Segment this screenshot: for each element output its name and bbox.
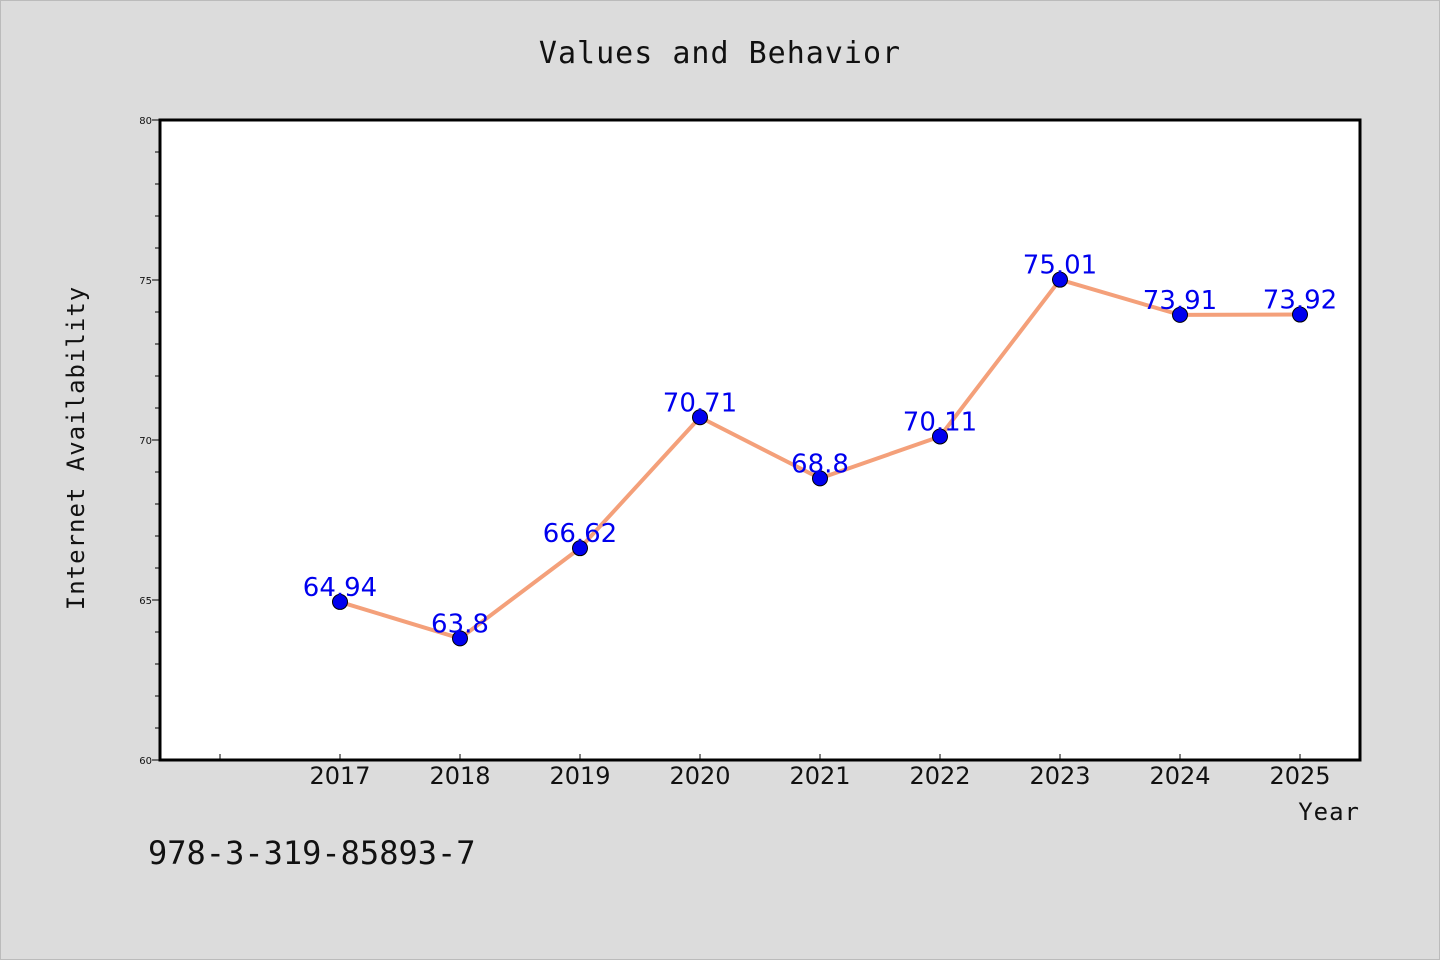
x-tick-label: 2025 bbox=[1269, 762, 1330, 790]
data-point-marker bbox=[452, 630, 468, 647]
x-axis: 2017 2018 2019 2020 2021 2022 2023 2024 2025 bbox=[219, 754, 1331, 790]
data-label: 73.91 bbox=[1143, 286, 1217, 316]
data-label: 70.11 bbox=[903, 407, 977, 437]
y-tick-label: 65 bbox=[139, 596, 152, 607]
x-tick-label: 2024 bbox=[1149, 762, 1210, 790]
y-axis: 60 65 70 75 80 bbox=[139, 116, 160, 767]
isbn-code: 978-3-319-85893-7 bbox=[148, 834, 476, 872]
data-label: 68.8 bbox=[791, 449, 849, 479]
x-tick-label: 2022 bbox=[909, 762, 970, 790]
data-point-marker bbox=[1292, 306, 1308, 323]
x-tick-label: 2021 bbox=[789, 762, 850, 790]
data-point-marker bbox=[1172, 306, 1188, 323]
x-tick-label: 2023 bbox=[1029, 762, 1090, 790]
x-tick-label: 2018 bbox=[429, 762, 490, 790]
series-line-group: 64.94 63.8 66.62 70.71 68.8 70.11 75.01 73.91 73… bbox=[303, 251, 1337, 647]
plot-area bbox=[158, 118, 1362, 762]
x-axis-label: Year bbox=[1298, 798, 1360, 826]
x-tick-label: 2019 bbox=[549, 762, 610, 790]
data-label: 73.92 bbox=[1263, 286, 1337, 316]
data-label: 63.8 bbox=[431, 609, 489, 639]
data-point-marker bbox=[572, 540, 588, 557]
y-tick-label: 60 bbox=[139, 756, 152, 767]
data-label: 70.71 bbox=[663, 388, 737, 418]
y-tick-label: 75 bbox=[139, 276, 152, 287]
data-label: 75.01 bbox=[1023, 251, 1097, 281]
x-tick-label: 2017 bbox=[309, 762, 370, 790]
y-axis-label: Internet Availability bbox=[62, 286, 90, 610]
y-tick-label: 70 bbox=[139, 436, 152, 447]
chart-title: Values and Behavior bbox=[539, 36, 901, 71]
x-tick-label: 2020 bbox=[669, 762, 730, 790]
data-point-marker bbox=[1052, 271, 1068, 288]
data-point-marker bbox=[812, 470, 828, 487]
data-point-marker bbox=[932, 428, 948, 445]
data-point-marker bbox=[332, 593, 348, 610]
data-label: 66.62 bbox=[543, 519, 617, 549]
data-label: 64.94 bbox=[303, 573, 377, 603]
data-point-marker bbox=[692, 409, 708, 426]
y-tick-label: 80 bbox=[139, 116, 152, 127]
